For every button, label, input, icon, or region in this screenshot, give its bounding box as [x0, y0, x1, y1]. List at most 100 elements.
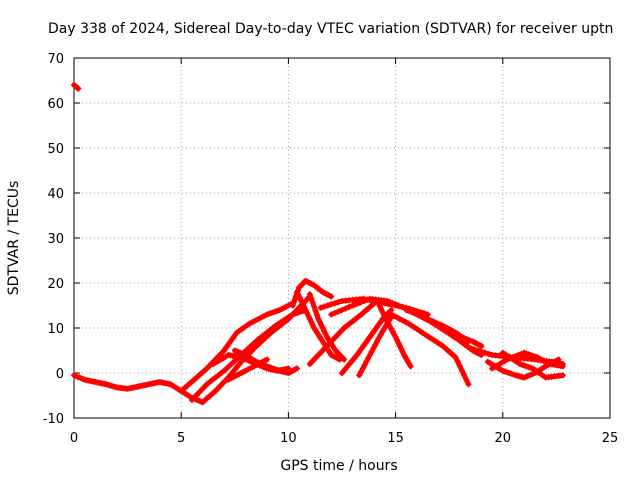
data-point: [317, 304, 324, 311]
data-point: [332, 334, 339, 340]
data-point: [315, 352, 322, 358]
data-point: [363, 358, 370, 365]
data-point: [512, 353, 519, 360]
x-tick-label: 15: [387, 431, 404, 446]
data-point: [368, 348, 375, 355]
data-point: [356, 372, 363, 379]
data-point: [203, 365, 210, 372]
data-point: [361, 362, 368, 369]
y-tick-label: 40: [47, 187, 64, 202]
x-tick-label: 0: [70, 431, 78, 446]
data-point: [481, 349, 488, 356]
data-point: [309, 358, 316, 364]
data-point: [417, 312, 424, 319]
data-point: [323, 343, 330, 349]
data-point: [374, 338, 381, 345]
chart-title: Day 338 of 2024, Sidereal Day-to-day VTE…: [48, 21, 613, 37]
data-point: [324, 302, 331, 309]
data-point: [461, 372, 468, 379]
data-point: [518, 350, 525, 357]
data-point: [407, 363, 414, 370]
data-point: [263, 356, 270, 363]
data-point: [352, 301, 359, 308]
data-marks: [71, 82, 566, 406]
data-point: [398, 303, 405, 310]
data-point: [459, 367, 466, 374]
data-point: [326, 340, 333, 346]
data-point: [452, 354, 459, 361]
data-point: [349, 302, 356, 309]
y-tick-label: 70: [47, 52, 64, 67]
y-axis-label: SDTVAR / TECUs: [6, 181, 22, 296]
data-point: [411, 310, 418, 317]
data-point: [358, 299, 365, 306]
data-point: [395, 302, 402, 309]
y-tick-label: 20: [47, 277, 64, 292]
y-tick-label: 60: [47, 97, 64, 112]
y-tick-label: -10: [43, 412, 64, 427]
data-point: [478, 343, 485, 349]
data-point: [306, 291, 313, 298]
data-point: [311, 303, 318, 310]
data-point: [375, 335, 382, 342]
data-point: [318, 349, 325, 355]
axis-ticks: 0 5 10 15 20 25 -10 0 10 20 30 40 50 60 70: [43, 52, 619, 446]
data-point: [309, 299, 316, 306]
data-point: [409, 309, 416, 316]
y-tick-label: 10: [47, 322, 64, 337]
data-point: [321, 346, 328, 352]
x-tick-label: 25: [602, 431, 619, 446]
x-tick-label: 10: [280, 431, 297, 446]
data-point: [471, 346, 478, 353]
data-point: [366, 352, 373, 358]
data-point: [331, 300, 338, 307]
data-point: [406, 308, 413, 315]
y-tick-label: 30: [47, 232, 64, 247]
data-point: [339, 307, 345, 313]
data-point: [289, 302, 296, 309]
data-point: [414, 311, 421, 318]
data-point: [384, 298, 391, 304]
data-point: [467, 345, 474, 352]
data-point: [454, 358, 461, 365]
data-point: [218, 350, 225, 357]
data-point: [389, 300, 396, 307]
data-point: [293, 365, 300, 372]
x-tick-label: 5: [177, 431, 185, 446]
data-point: [474, 347, 481, 354]
data-point: [478, 348, 485, 355]
x-tick-label: 20: [495, 431, 512, 446]
data-point: [555, 356, 562, 363]
data-point: [328, 301, 335, 308]
data-point: [341, 356, 348, 363]
y-tick-label: 50: [47, 142, 64, 157]
data-point: [335, 299, 342, 306]
y-tick-label: 0: [56, 367, 64, 382]
data-point: [342, 305, 349, 312]
data-point: [338, 328, 345, 334]
data-point: [372, 341, 379, 348]
data-point: [328, 311, 335, 318]
data-point: [364, 296, 371, 303]
data-point: [370, 345, 377, 352]
grid: [74, 58, 610, 418]
data-point: [485, 350, 492, 357]
data-point: [463, 376, 470, 383]
x-axis-label: GPS time / hours: [280, 458, 397, 474]
data-point: [328, 293, 335, 300]
data-point: [321, 303, 328, 310]
data-point: [559, 372, 566, 379]
data-point: [331, 310, 338, 316]
data-point: [465, 338, 472, 345]
data-point: [465, 381, 472, 388]
data-point: [361, 298, 368, 304]
data-point: [559, 363, 566, 370]
data-point: [355, 300, 362, 307]
data-point: [312, 355, 319, 361]
data-point: [312, 307, 319, 314]
data-point: [456, 363, 463, 370]
data-point: [306, 361, 313, 367]
data-point: [386, 299, 393, 306]
data-point: [346, 304, 353, 310]
